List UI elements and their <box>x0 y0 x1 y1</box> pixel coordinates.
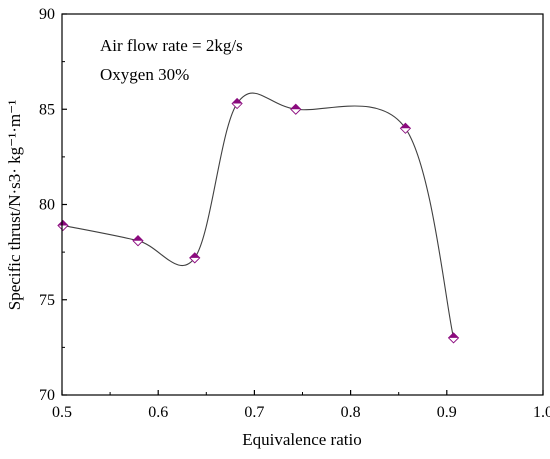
axis-ticks: 0.5 0.6 0.7 0.8 0.9 1.0 70 75 80 85 90 <box>39 6 550 421</box>
y-tick-label-4: 90 <box>39 6 55 23</box>
annotation-air-flow: Air flow rate = 2kg/s <box>100 36 243 55</box>
series-line <box>62 92 455 338</box>
x-tick-label-4: 0.9 <box>437 404 457 421</box>
data-point-3 <box>231 97 243 110</box>
plot-layer <box>57 92 460 344</box>
y-tick-label-1: 75 <box>39 292 55 309</box>
data-point-6 <box>447 332 460 344</box>
annotation-oxygen: Oxygen 30% <box>100 65 189 84</box>
x-tick-label-0: 0.5 <box>52 404 72 421</box>
data-point-1 <box>132 235 144 247</box>
x-tick-label-1: 0.6 <box>148 404 168 421</box>
marker-fill <box>232 98 243 104</box>
marker-fill <box>400 123 411 129</box>
x-tick-label-2: 0.7 <box>244 404 264 421</box>
marker-fill <box>132 235 143 241</box>
data-point-4 <box>290 103 302 115</box>
y-tick-label-0: 70 <box>39 387 55 404</box>
y-tick-label-3: 85 <box>39 101 55 118</box>
marker-fill <box>290 104 301 110</box>
marker-fill <box>448 332 459 338</box>
data-point-5 <box>399 122 412 134</box>
x-tick-label-5: 1.0 <box>533 404 550 421</box>
y-axis-label: Specific thrust/N·s3· kg⁻¹·m⁻¹ <box>5 100 24 310</box>
y-tick-label-2: 80 <box>39 197 55 214</box>
x-axis-label: Equivalence ratio <box>242 430 361 449</box>
marker-fill <box>189 252 200 258</box>
marker-fill <box>57 220 68 226</box>
data-point-2 <box>189 252 201 264</box>
data-point-0 <box>57 219 69 232</box>
x-tick-label-3: 0.8 <box>341 404 361 421</box>
